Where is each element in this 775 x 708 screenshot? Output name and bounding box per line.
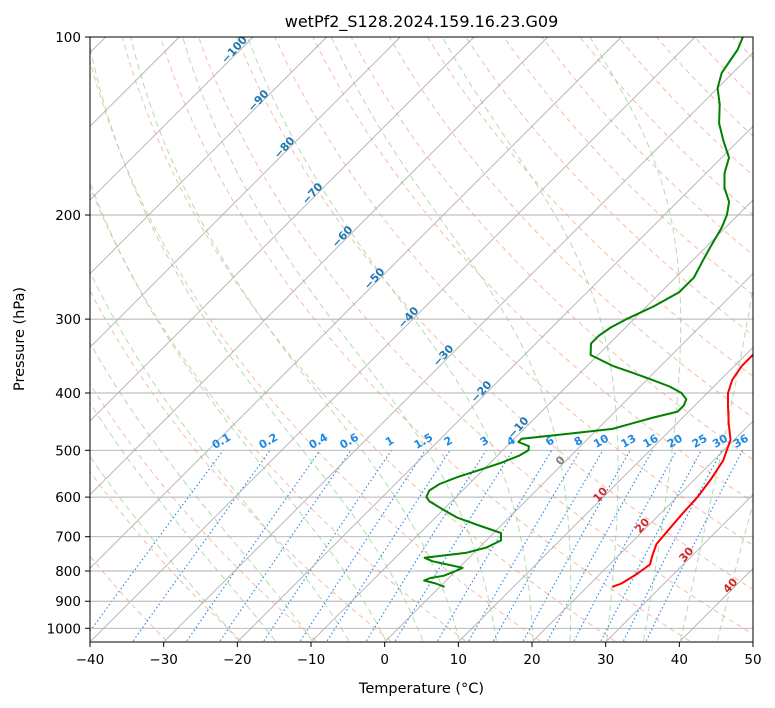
isotherm-line xyxy=(90,37,475,422)
y-tick-label: 1000 xyxy=(47,621,81,637)
dry-adiabat xyxy=(236,37,753,590)
x-tick-label: 20 xyxy=(523,652,540,668)
y-ticks: 100 200 300 400 500 600 700 800 900 1000 xyxy=(47,30,90,637)
y-tick-label: 500 xyxy=(55,443,81,459)
mixing-ratio-line xyxy=(299,450,426,642)
y-tick-label: 100 xyxy=(55,30,81,46)
sounding-series-line xyxy=(612,353,753,588)
mixing-ratio-line xyxy=(547,450,653,642)
mixing-ratio-line xyxy=(326,450,451,642)
isotherm-line xyxy=(90,37,401,348)
moist-adiabat xyxy=(680,283,753,641)
mixing-ratio-line xyxy=(90,449,224,633)
y-tick-label: 700 xyxy=(55,530,81,546)
moist-adiabat xyxy=(441,37,619,641)
dry-adiabat xyxy=(312,37,753,503)
y-tick-label: 200 xyxy=(55,208,81,224)
isotherm-line xyxy=(90,37,548,496)
moist-adiabat xyxy=(90,455,239,642)
dry-adiabat xyxy=(90,470,242,642)
moist-adiabat xyxy=(90,44,424,641)
dry-adiabat xyxy=(159,37,690,642)
isotherm-line xyxy=(606,494,753,642)
x-tick-label: −10 xyxy=(297,652,326,668)
x-tick-label: −30 xyxy=(149,652,178,668)
dry-adiabat xyxy=(274,37,753,546)
moist-adiabat xyxy=(130,37,460,641)
dry-adiabat xyxy=(90,185,466,642)
x-tick-label: 0 xyxy=(380,652,389,668)
y-tick-label: 900 xyxy=(55,594,81,610)
grid-lines xyxy=(90,37,753,642)
mixing-ratio-line xyxy=(394,450,514,642)
x-tick-label: −20 xyxy=(223,652,252,668)
series-lines xyxy=(423,37,753,588)
chart-title: wetPf2_S128.2024.159.16.23.G09 xyxy=(285,12,559,32)
moist-adiabat xyxy=(90,270,350,642)
isotherm-line xyxy=(385,273,753,642)
x-ticks: −40 −30 −20 −10 0 10 20 30 40 50 xyxy=(76,642,762,668)
sounding-series-line xyxy=(423,37,744,588)
dry-adiabat xyxy=(90,289,391,642)
isotherm-line xyxy=(311,199,753,642)
mixing-ratio-line xyxy=(573,450,678,642)
mixing-ratio-line xyxy=(623,450,723,642)
x-tick-label: 50 xyxy=(744,652,761,668)
moist-adiabat xyxy=(330,37,572,641)
y-tick-label: 800 xyxy=(55,564,81,580)
dry-adiabat xyxy=(388,37,753,419)
y-tick-label: 600 xyxy=(55,490,81,506)
background-lines xyxy=(90,37,753,642)
isotherm-line xyxy=(90,37,696,642)
isotherm-line xyxy=(459,346,753,642)
x-tick-label: −40 xyxy=(76,652,105,668)
isotherm-line xyxy=(90,37,327,275)
x-tick-label: 40 xyxy=(671,652,688,668)
dry-adiabat xyxy=(90,555,167,642)
plot-area xyxy=(90,37,753,642)
moist-adiabat xyxy=(90,401,276,642)
y-axis-label: Pressure (hPa) xyxy=(12,287,28,391)
isotherm-line xyxy=(164,52,753,642)
x-tick-label: 30 xyxy=(597,652,614,668)
x-tick-label: 10 xyxy=(450,652,467,668)
x-axis-label: Temperature (°C) xyxy=(358,681,484,697)
dry-adiabat xyxy=(90,59,541,642)
dry-adiabat xyxy=(465,37,753,336)
y-tick-label: 400 xyxy=(55,386,81,402)
dry-adiabat xyxy=(121,37,615,642)
y-tick-label: 300 xyxy=(55,312,81,328)
moist-adiabat xyxy=(716,501,753,641)
isotherm-line xyxy=(238,125,753,642)
isotherm-line xyxy=(532,420,753,642)
dry-adiabat xyxy=(503,37,753,296)
plot-frame xyxy=(89,36,754,643)
isotherm-line xyxy=(90,37,254,201)
isotherm-line xyxy=(90,37,622,569)
dry-adiabat xyxy=(350,37,753,461)
mixing-ratio-line xyxy=(263,449,392,642)
moist-adiabat xyxy=(247,37,534,641)
moist-adiabat xyxy=(589,37,682,641)
dry-adiabat xyxy=(90,383,317,642)
mixing-ratio-line xyxy=(219,449,352,642)
mixing-ratio-line xyxy=(522,450,631,642)
mixing-ratio-line xyxy=(186,449,321,642)
mixing-ratio-line xyxy=(645,450,744,642)
